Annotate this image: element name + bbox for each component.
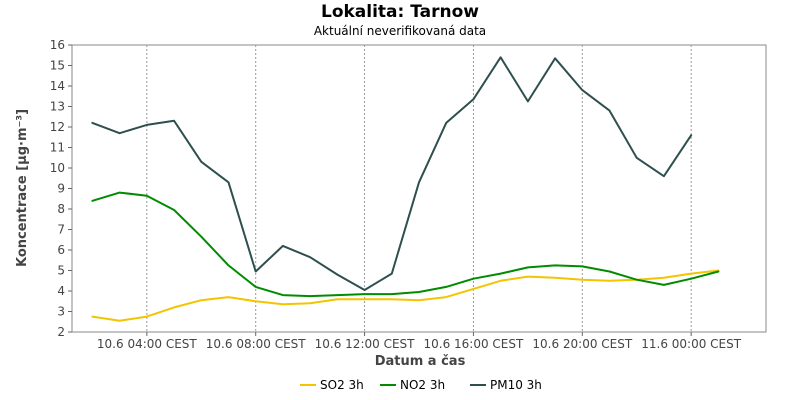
y-tick-label: 16 [50, 38, 65, 52]
series-lines [91, 56, 720, 322]
y-tick-label: 8 [57, 202, 65, 216]
x-tick-label: 10.6 20:00 CEST [532, 337, 633, 351]
x-tick-label: 10.6 08:00 CEST [206, 337, 307, 351]
x-tick-label: 11.6 00:00 CEST [641, 337, 742, 351]
series-line-1 [91, 269, 720, 322]
legend-label: PM10 3h [490, 378, 542, 392]
x-tick-label: 10.6 04:00 CEST [97, 337, 198, 351]
y-axis: 2 3 4 5 6 7 8 9 10 11 12 13 14 15 16 [50, 38, 72, 339]
plot-area [71, 44, 767, 333]
series-line-2 [91, 191, 720, 298]
y-tick-label: 13 [50, 100, 65, 114]
chart-subtitle: Aktuální neverifikovaná data [314, 24, 486, 38]
y-axis-label: Koncentrace [µg·m⁻³] [15, 109, 30, 267]
y-tick-label: 12 [50, 120, 65, 134]
y-tick-label: 7 [57, 223, 65, 237]
y-tick-label: 4 [57, 284, 65, 298]
series-line-3 [91, 56, 693, 291]
y-tick-label: 9 [57, 182, 65, 196]
y-tick-label: 5 [57, 264, 65, 278]
y-tick-label: 2 [57, 325, 65, 339]
legend-label: SO2 3h [320, 378, 364, 392]
x-axis: 10.6 04:00 CEST 10.6 08:00 CEST 10.6 12:00… [97, 332, 742, 351]
chart-title: Lokalita: Tarnow [321, 2, 479, 22]
legend-label: NO2 3h [400, 378, 445, 392]
y-tick-label: 3 [57, 305, 65, 319]
x-tick-label: 10.6 12:00 CEST [315, 337, 416, 351]
y-tick-label: 10 [50, 161, 65, 175]
y-tick-label: 15 [50, 59, 65, 73]
x-axis-label: Datum a čas [375, 354, 466, 369]
y-tick-label: 14 [50, 79, 65, 93]
y-tick-label: 11 [50, 141, 65, 155]
y-tick-label: 6 [57, 243, 65, 257]
legend: SO2 3h NO2 3h PM10 3h [300, 378, 542, 392]
x-tick-label: 10.6 16:00 CEST [424, 337, 525, 351]
plot-border [71, 44, 767, 333]
